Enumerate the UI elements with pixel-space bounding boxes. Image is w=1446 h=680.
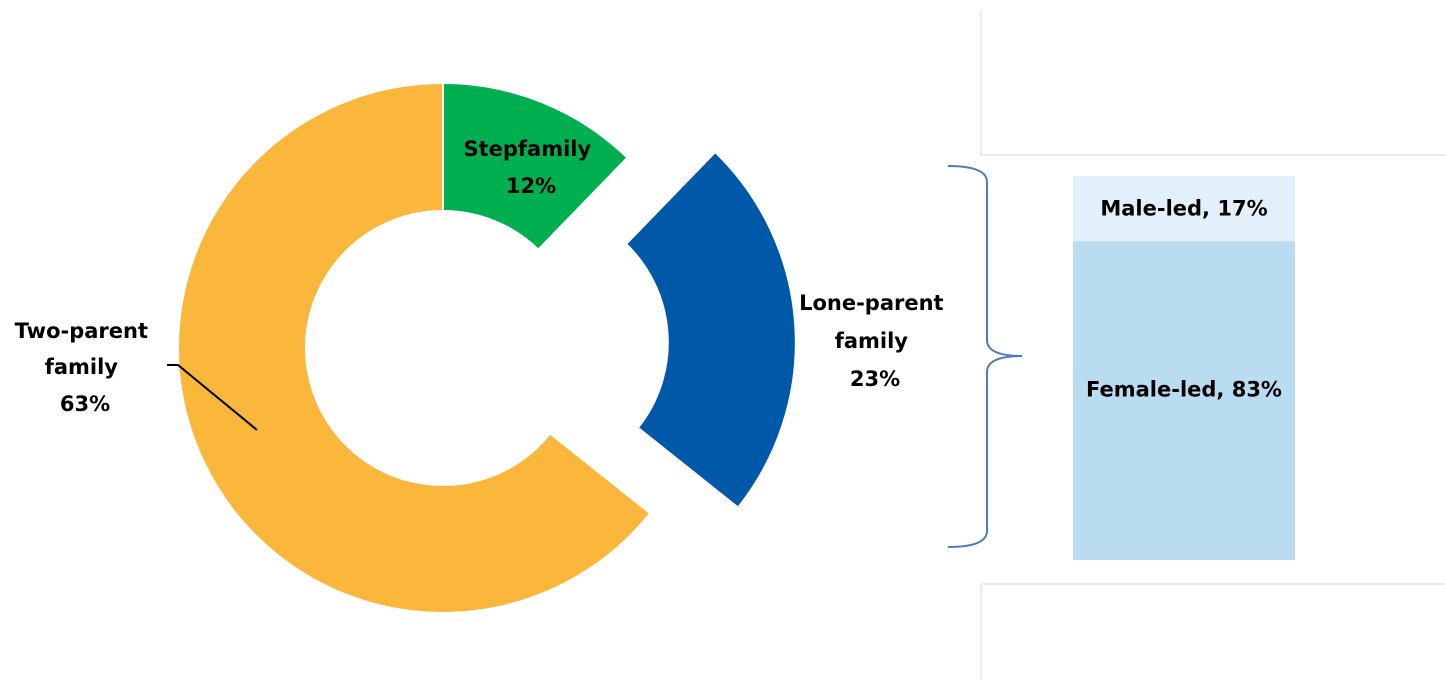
lone-parent-name-line1: Lone-parent (799, 291, 944, 315)
two-parent-label: Two-parent family 63% (15, 319, 156, 416)
lone-parent-value: 23% (850, 367, 900, 391)
donut-chart (177, 81, 797, 614)
stepfamily-label: Stepfamily 12% (463, 137, 598, 198)
slice-stepfamily (442, 81, 629, 251)
curly-bracket (947, 165, 1023, 548)
segment-male-led (1073, 176, 1295, 242)
stepfamily-value: 12% (506, 174, 556, 198)
segment-female-led (1073, 241, 1295, 560)
stepfamily-name: Stepfamily (463, 137, 591, 161)
lone-parent-breakdown-column: Male-led, 17% Female-led, 83% (1073, 176, 1295, 560)
two-parent-name-line1: Two-parent (15, 319, 148, 343)
lone-parent-label: Lone-parent family 23% (799, 291, 951, 391)
slice-two-parent-family (177, 81, 652, 614)
two-parent-leader-line (167, 364, 258, 431)
male-led-label: Male-led, 17% (1100, 197, 1267, 221)
lone-parent-name-line2: family (835, 329, 909, 353)
two-parent-name-line2: family (45, 355, 119, 379)
two-parent-value: 63% (60, 392, 110, 416)
slice-lone-parent-family (624, 150, 797, 509)
female-led-label: Female-led, 83% (1086, 377, 1282, 401)
